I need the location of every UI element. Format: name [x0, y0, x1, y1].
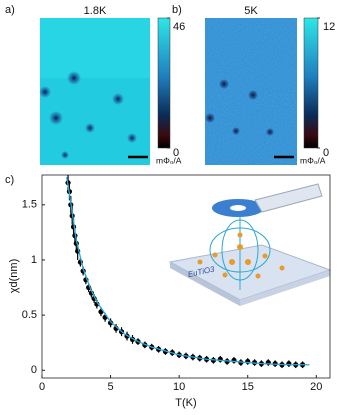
colorbar-label: mΦ₀/A — [156, 155, 182, 165]
plot-area — [65, 175, 310, 369]
x-tick-label: 0 — [39, 381, 45, 393]
colorbar-tick-label: 46 — [173, 21, 185, 33]
colorbar-tick-label: 0 — [323, 147, 329, 159]
colorbar — [157, 17, 171, 149]
colorbar-tick-label: 12 — [323, 21, 335, 33]
x-tick-label: 5 — [108, 381, 114, 393]
panel-title: 5K — [244, 5, 258, 17]
panel-title: 1.8K — [84, 5, 107, 17]
y-axis-label: χd(nm) — [8, 259, 20, 294]
panel-label: c) — [5, 174, 14, 186]
y-tick-label: 1.5 — [22, 199, 37, 211]
heatmap-b — [205, 18, 297, 165]
illustration — [168, 183, 332, 306]
y-tick-label: 0 — [31, 364, 37, 376]
panel-label: a) — [5, 4, 15, 16]
fit-line — [66, 177, 310, 366]
colorbar-label: mΦ₀/A — [300, 155, 326, 165]
y-tick-label: 0.5 — [22, 309, 37, 321]
x-tick-label: 10 — [173, 381, 185, 393]
y-tick-label: 1 — [31, 254, 37, 266]
colorbar-tick-label: 0 — [173, 147, 179, 159]
x-tick-label: 15 — [242, 381, 254, 393]
plot-frame — [41, 174, 331, 379]
x-tick-label: 20 — [310, 381, 322, 393]
data-point — [286, 361, 292, 367]
heatmap-a — [39, 18, 150, 165]
data-point — [107, 320, 114, 326]
colorbar — [303, 17, 319, 149]
x-axis-label: T(K) — [175, 397, 196, 409]
panel-label: b) — [172, 4, 182, 16]
